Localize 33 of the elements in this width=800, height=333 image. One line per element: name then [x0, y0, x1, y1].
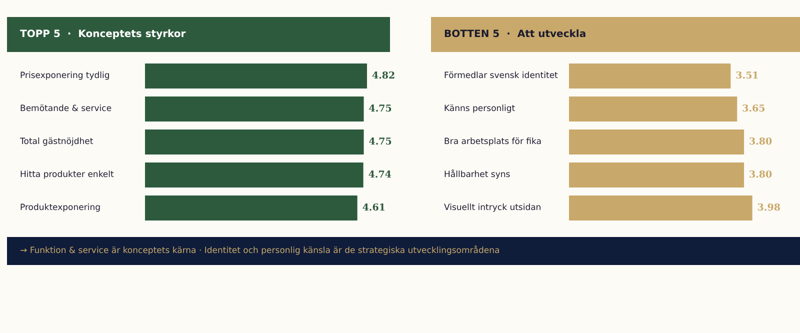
y-tick-label: Bemötande & service: [20, 104, 112, 114]
y-tick-label: Visuellt intryck utsidan: [444, 203, 542, 213]
bar: [145, 130, 364, 154]
data-label: 4.82: [372, 70, 396, 82]
y-tick-label: Prisexponering tydlig: [20, 71, 110, 81]
y-tick-label: Hitta produkter enkelt: [20, 170, 115, 180]
data-label: 3.51: [736, 70, 759, 82]
chart-title: TOPP 5 · Konceptets styrkor: [20, 29, 186, 40]
data-label: 4.61: [362, 202, 386, 214]
data-label: 3.80: [749, 136, 773, 148]
text: → Funktion & service är konceptets kärna · Identitet och personlig känsla är de strategiska utvecklingsområdena: [20, 245, 500, 256]
y-tick-label: Förmedlar svensk identitet: [444, 71, 559, 81]
bar: [145, 64, 367, 88]
data-label: 4.75: [368, 136, 392, 148]
data-label: 4.75: [368, 104, 392, 114]
y-tick-label: Produktexponering: [20, 203, 100, 213]
bar: [569, 130, 744, 154]
data-label: 4.74: [368, 170, 392, 180]
bar: [145, 196, 358, 220]
bar: [569, 196, 752, 220]
chart-title: BOTTEN 5 · Att utveckla: [444, 29, 586, 40]
y-tick-label: Känns personligt: [444, 104, 516, 114]
bar: [569, 162, 744, 188]
y-tick-label: Hållbarhet syns: [444, 169, 511, 180]
y-tick-label: Bra arbetsplats för fika: [444, 137, 542, 147]
bar: [145, 96, 364, 122]
data-label: 3.65: [742, 104, 766, 114]
y-tick-label: Total gästnöjdhet: [19, 137, 94, 147]
bar: [569, 64, 731, 88]
data-label: 3.80: [749, 170, 773, 180]
bar: [569, 96, 738, 122]
bar: [145, 162, 364, 188]
data-label: 3.98: [757, 202, 781, 214]
